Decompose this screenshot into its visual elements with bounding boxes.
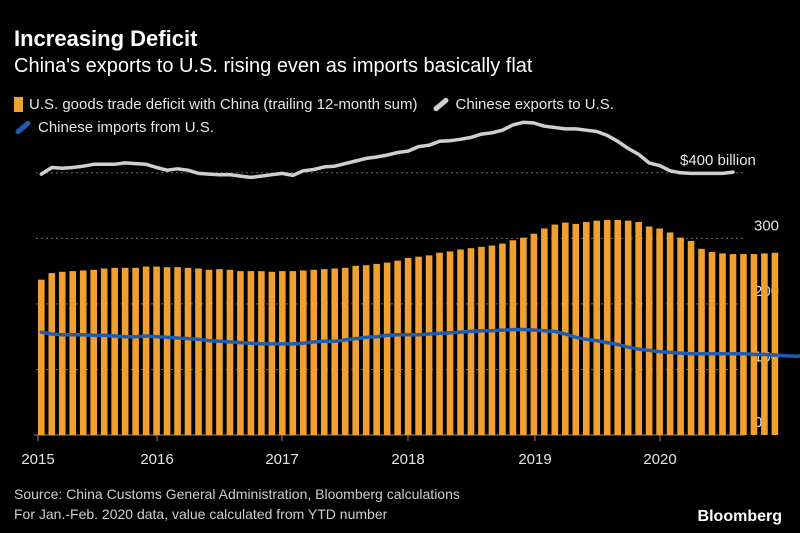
bar <box>530 233 538 435</box>
bar <box>509 240 517 435</box>
bar <box>624 220 632 435</box>
legend-item-deficit: U.S. goods trade deficit with China (tra… <box>14 96 418 113</box>
bar <box>708 252 716 435</box>
bar <box>404 258 412 435</box>
bar <box>415 256 422 435</box>
bar <box>478 246 485 435</box>
bar <box>656 228 663 435</box>
legend-item-exports: Chinese exports to U.S. <box>432 96 614 113</box>
bar <box>394 260 401 435</box>
bar <box>425 255 433 435</box>
bar <box>719 253 726 435</box>
bar <box>100 268 108 435</box>
chart-subtitle: China's exports to U.S. rising even as i… <box>14 55 533 77</box>
bar <box>373 263 380 435</box>
y-tick-label: $400 billion <box>680 152 756 169</box>
legend-label-deficit: U.S. goods trade deficit with China (tra… <box>29 96 418 113</box>
x-tick-label: 2015 <box>21 451 54 468</box>
bar <box>771 252 779 435</box>
bar <box>499 243 506 435</box>
bar <box>247 271 255 435</box>
bar <box>750 254 758 435</box>
bar <box>635 221 642 435</box>
bar <box>289 271 297 435</box>
x-tick-label: 2020 <box>643 451 676 468</box>
x-tick-label: 2019 <box>518 451 551 468</box>
exports-line <box>39 120 735 180</box>
bar <box>174 267 181 435</box>
bar <box>488 245 496 435</box>
bar <box>58 271 66 435</box>
bar <box>666 232 674 435</box>
x-tick-label: 2018 <box>391 451 424 468</box>
bar <box>121 267 129 435</box>
bar <box>258 271 265 435</box>
bar <box>38 279 45 435</box>
legend-label-exports: Chinese exports to U.S. <box>455 96 614 113</box>
bar <box>436 252 443 435</box>
bar <box>729 254 737 435</box>
source-note: Source: China Customs General Administra… <box>14 486 460 502</box>
bar <box>677 237 684 435</box>
bar <box>362 265 370 435</box>
bar <box>163 267 171 435</box>
chart-title: Increasing Deficit <box>14 26 198 51</box>
legend: U.S. goods trade deficit with China (tra… <box>14 93 628 139</box>
bar <box>79 270 87 435</box>
bar <box>226 269 234 435</box>
bar <box>237 271 244 435</box>
x-tick-label: 2017 <box>265 451 298 468</box>
bar <box>341 267 349 435</box>
bar <box>132 267 139 435</box>
bar <box>195 268 202 435</box>
bar <box>48 273 56 435</box>
y-tick-label: 0 <box>754 414 762 431</box>
bar <box>268 271 276 435</box>
bar <box>111 267 118 435</box>
bar <box>320 269 328 435</box>
bar <box>614 219 621 435</box>
bar <box>69 271 77 435</box>
bar <box>446 251 454 435</box>
bar <box>520 237 527 435</box>
bar <box>153 266 160 435</box>
bar <box>331 268 339 435</box>
bar <box>279 271 286 435</box>
bar <box>562 222 569 435</box>
bar <box>300 270 307 435</box>
x-tick-label: 2016 <box>140 451 173 468</box>
bar <box>90 269 97 435</box>
bar <box>467 248 475 435</box>
bar <box>645 226 653 435</box>
bar <box>457 249 464 435</box>
legend-item-imports: Chinese imports from U.S. <box>14 119 214 136</box>
bar <box>184 267 192 435</box>
bar <box>142 266 150 435</box>
y-tick-label: 300 <box>754 217 779 234</box>
imports-line <box>39 327 800 359</box>
data-note: For Jan.-Feb. 2020 data, value calculate… <box>14 506 388 522</box>
bloomberg-logo: Bloomberg <box>697 508 782 525</box>
bar <box>582 221 590 435</box>
bar <box>216 269 223 435</box>
bar <box>687 240 695 435</box>
bar <box>205 269 213 435</box>
legend-label-imports: Chinese imports from U.S. <box>38 119 214 136</box>
bar <box>603 219 611 435</box>
bar <box>352 265 359 435</box>
bar <box>761 253 768 435</box>
bar <box>310 269 318 435</box>
footer: Source: China Customs General Administra… <box>14 484 460 524</box>
bar <box>383 262 391 435</box>
bar <box>740 254 747 435</box>
bar <box>572 223 580 435</box>
bar-swatch-icon <box>14 97 23 112</box>
bar <box>698 248 705 435</box>
bar <box>593 220 601 435</box>
